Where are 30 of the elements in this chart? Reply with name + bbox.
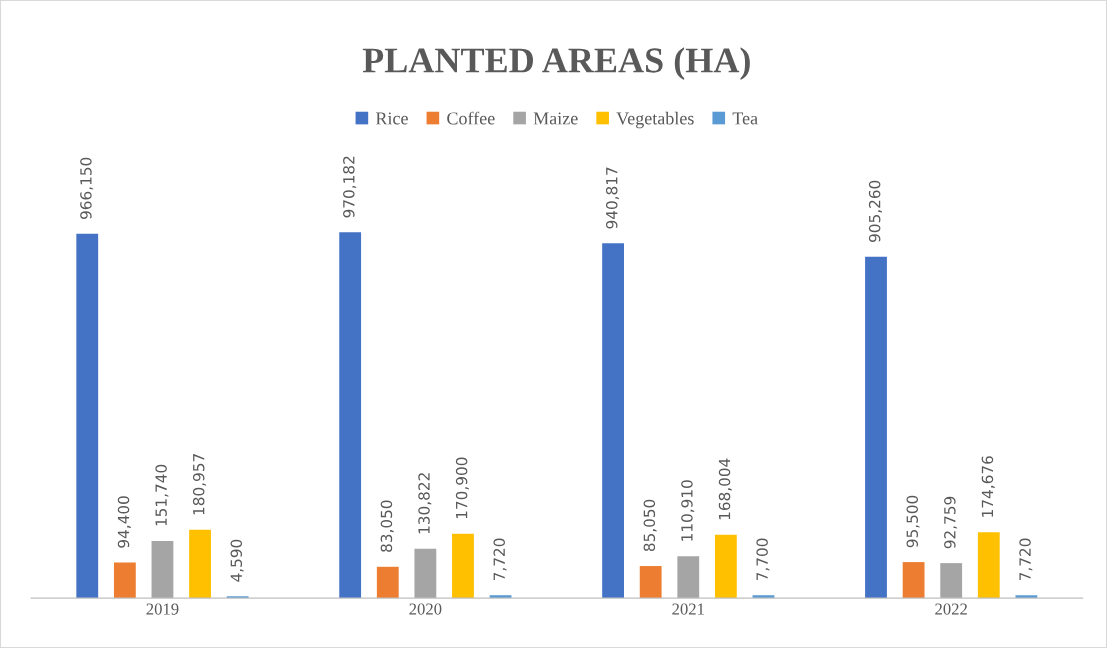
x-tick-label: 2021 [672,603,704,615]
legend-label: Coffee [447,111,495,125]
data-label: 151,740 [155,464,169,526]
data-label: 7,720 [493,538,507,581]
legend-label: Maize [533,112,578,125]
legend-label: Tea [732,112,758,125]
data-label: 110,910 [681,480,695,541]
data-label: 905,260 [868,180,882,242]
data-label: 7,720 [1019,538,1033,581]
data-label: 940,817 [605,167,620,229]
x-tick-label: 2020 [409,603,442,615]
data-label: 85,050 [643,499,657,552]
chart-title: PLANTED AREAS (HA) [362,47,750,80]
data-label: 83,050 [380,500,394,552]
data-label: 180,957 [192,454,207,515]
data-label: 174,676 [981,456,995,517]
data-label: 970,182 [343,156,357,218]
data-label: 95,500 [906,495,920,548]
data-label: 7,700 [756,538,770,581]
data-label: 130,822 [418,473,432,534]
data-label: 94,400 [117,496,131,548]
legend-label: Vegetables [616,111,694,129]
legend-label: Rice [375,112,408,125]
data-label: 168,004 [718,458,732,520]
x-tick-label: 2022 [935,603,967,615]
data-label: 4,590 [230,539,244,582]
data-label: 966,150 [80,157,94,219]
x-tick-label: 2019 [146,603,179,615]
data-label: 92,759 [944,496,958,549]
data-label: 170,900 [455,457,469,519]
